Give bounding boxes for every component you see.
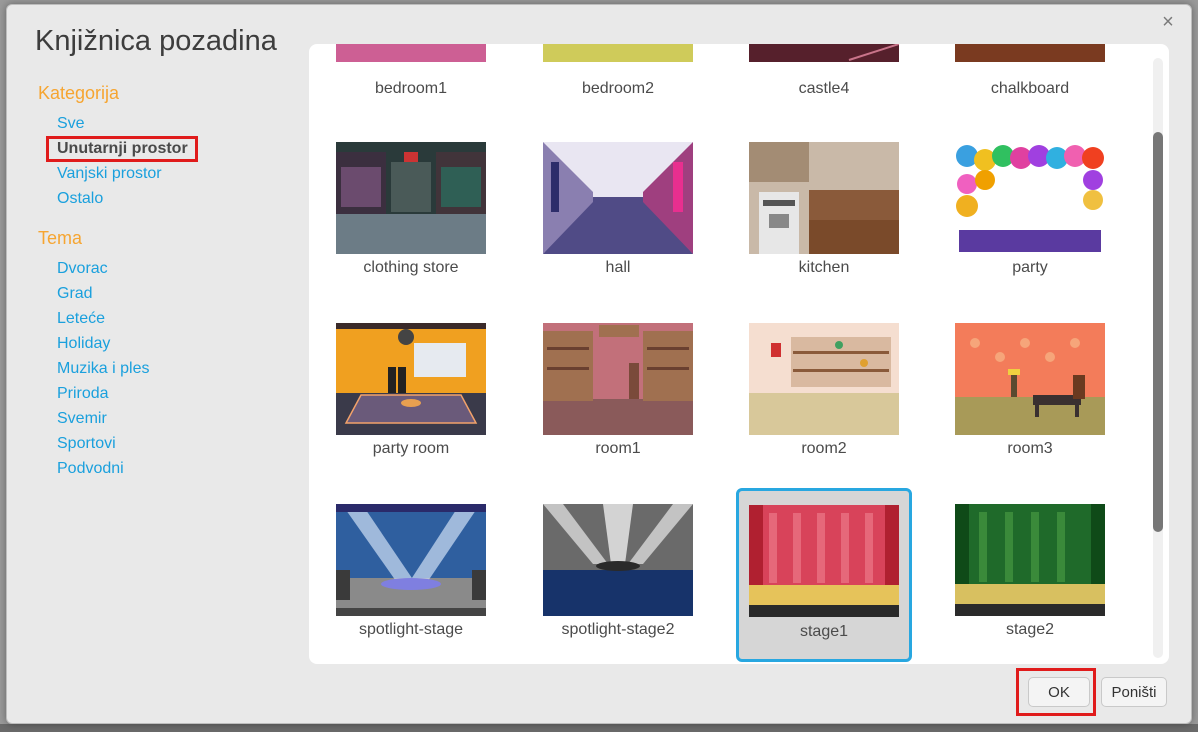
- scrollbar-thumb[interactable]: [1153, 132, 1163, 532]
- theme-space[interactable]: Svemir: [37, 406, 297, 431]
- theme-nature[interactable]: Priroda: [37, 381, 297, 406]
- backdrop-tile-room1[interactable]: room1: [530, 316, 706, 490]
- backdrop-thumbnail: [543, 142, 693, 254]
- backdrop-thumbnail: [336, 504, 486, 616]
- theme-label: Podvodni: [57, 460, 124, 477]
- cancel-button[interactable]: Poništi: [1101, 677, 1167, 707]
- backdrop-name: room1: [595, 440, 641, 457]
- backdrop-thumbnail: [749, 44, 899, 62]
- close-icon[interactable]: ×: [1162, 11, 1174, 33]
- category-label: Unutarnji prostor: [46, 136, 198, 162]
- category-outdoors[interactable]: Vanjski prostor: [37, 161, 297, 186]
- theme-castle[interactable]: Dvorac: [37, 256, 297, 281]
- backdrop-thumbnail: [955, 142, 1105, 254]
- backdrop-name: bedroom2: [581, 80, 655, 97]
- ok-button[interactable]: OK: [1028, 677, 1090, 707]
- backdrop-thumbnail: [336, 142, 486, 254]
- theme-flying[interactable]: Leteće: [37, 306, 297, 331]
- category-all[interactable]: Sve: [37, 111, 297, 136]
- theme-label: Dvorac: [57, 260, 108, 277]
- backdrop-name: room2: [801, 440, 847, 457]
- backdrop-thumbnail: [955, 323, 1105, 435]
- backdrop-name: party room: [372, 440, 450, 457]
- theme-label: Priroda: [57, 385, 109, 402]
- backdrop-tile-room2[interactable]: room2: [736, 316, 912, 490]
- backdrop-name: clothing store: [363, 259, 459, 276]
- backdrop-name: spotlight-stage2: [561, 621, 675, 638]
- theme-heading: Tema: [38, 228, 83, 248]
- backdrop-thumbnail: [749, 323, 899, 435]
- backdrop-tile-hall[interactable]: hall: [530, 135, 706, 309]
- category-other[interactable]: Ostalo: [37, 186, 297, 211]
- backdrop-thumbnail: [543, 504, 693, 616]
- ok-highlight-outline: [1016, 668, 1096, 716]
- backdrop-tile-castle4[interactable]: castle4: [736, 44, 912, 218]
- backdrop-name: room3: [1007, 440, 1053, 457]
- backdrop-tile-party[interactable]: party: [942, 135, 1118, 309]
- backdrop-tile-room3[interactable]: room3: [942, 316, 1118, 490]
- category-label: Sve: [57, 115, 85, 132]
- theme-label: Sportovi: [57, 435, 116, 452]
- sidebar: Kategorija Sve Unutarnji prostor Vanjski…: [37, 83, 297, 481]
- scrollbar-track[interactable]: [1153, 58, 1163, 658]
- backdrop-thumbnail: [336, 44, 486, 62]
- backdrop-name: spotlight-stage: [358, 621, 464, 638]
- theme-label: Holiday: [57, 335, 111, 352]
- backdrop-tile-clothing-store[interactable]: clothing store: [323, 135, 499, 309]
- backdrop-name: chalkboard: [990, 80, 1070, 97]
- category-heading: Kategorija: [38, 83, 120, 103]
- backdrop-grid-panel: bedroom1 bedroom2 castle4 chalkboard: [309, 44, 1169, 664]
- backdrop-name: stage2: [1005, 621, 1055, 638]
- backdrop-tile-bedroom1[interactable]: bedroom1: [323, 44, 499, 218]
- theme-label: Svemir: [57, 410, 107, 427]
- theme-label: Muzika i ples: [57, 360, 150, 377]
- backdrop-tile-spotlight-stage2[interactable]: spotlight-stage2: [530, 497, 706, 664]
- backdrop-tile-stage2[interactable]: stage2: [942, 497, 1118, 664]
- backdrop-tile-kitchen[interactable]: kitchen: [736, 135, 912, 309]
- backdrop-grid: bedroom1 bedroom2 castle4 chalkboard: [309, 44, 1139, 664]
- backdrop-tile-stage1[interactable]: stage1: [736, 488, 912, 662]
- backdrop-thumbnail: [955, 44, 1105, 62]
- category-label: Ostalo: [57, 190, 104, 207]
- theme-label: Grad: [57, 285, 93, 302]
- backdrop-tile-party-room[interactable]: party room: [323, 316, 499, 490]
- category-indoors[interactable]: Unutarnji prostor: [37, 136, 297, 162]
- theme-underwater[interactable]: Podvodni: [37, 456, 297, 481]
- theme-label: Leteće: [57, 310, 106, 327]
- backdrop-name: hall: [605, 259, 631, 276]
- backdrop-strip: [0, 724, 1198, 732]
- backdrop-thumbnail: [749, 142, 899, 254]
- theme-music-dance[interactable]: Muzika i ples: [37, 356, 297, 381]
- theme-city[interactable]: Grad: [37, 281, 297, 306]
- category-label: Vanjski prostor: [57, 165, 162, 182]
- backdrop-tile-bedroom2[interactable]: bedroom2: [530, 44, 706, 218]
- backdrop-name: stage1: [799, 623, 849, 640]
- backdrop-thumbnail: [336, 323, 486, 435]
- backdrop-name: castle4: [798, 80, 850, 97]
- backdrop-thumbnail: [749, 505, 899, 617]
- backdrop-tile-chalkboard[interactable]: chalkboard: [942, 44, 1118, 218]
- theme-holiday[interactable]: Holiday: [37, 331, 297, 356]
- backdrop-thumbnail: [955, 504, 1105, 616]
- dialog-title: Knjižnica pozadina: [35, 25, 277, 57]
- backdrop-thumbnail: [543, 323, 693, 435]
- backdrop-name: kitchen: [798, 259, 850, 276]
- backdrop-tile-spotlight-stage[interactable]: spotlight-stage: [323, 497, 499, 664]
- theme-sports[interactable]: Sportovi: [37, 431, 297, 456]
- backdrop-name: bedroom1: [374, 80, 448, 97]
- backdrop-thumbnail: [543, 44, 693, 62]
- backdrop-name: party: [1012, 259, 1048, 276]
